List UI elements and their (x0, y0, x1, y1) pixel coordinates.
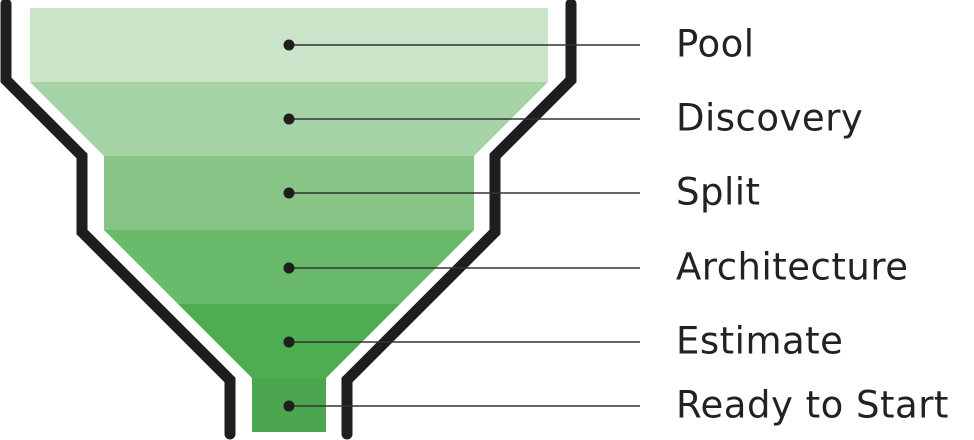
connector-dot-discovery (283, 113, 295, 125)
funnel-outline (0, 0, 577, 440)
funnel-left-wall (0, 0, 236, 440)
funnel-right-wall (341, 0, 577, 440)
connectors (283, 39, 640, 412)
stage-labels: Pool Discovery Split Architecture Estima… (676, 23, 949, 427)
stage-label-estimate: Estimate (676, 320, 843, 363)
connector-dot-estimate (283, 336, 295, 348)
stage-label-ready-to-start: Ready to Start (676, 384, 949, 427)
stage-label-pool: Pool (676, 23, 755, 66)
connector-dot-architecture (283, 262, 295, 274)
connector-dot-pool (283, 39, 295, 51)
connector-dot-split (283, 187, 295, 199)
stage-label-architecture: Architecture (676, 246, 909, 289)
funnel-bands (30, 8, 548, 432)
stage-label-split: Split (676, 171, 761, 214)
connector-dot-ready-to-start (283, 400, 295, 412)
stage-label-discovery: Discovery (676, 97, 863, 140)
